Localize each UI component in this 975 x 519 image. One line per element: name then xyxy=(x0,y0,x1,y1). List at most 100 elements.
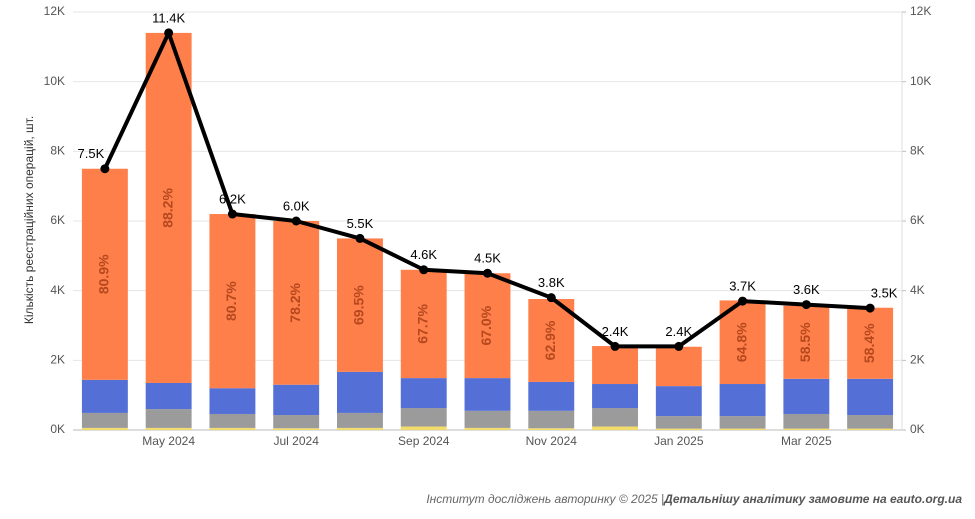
bar-segment xyxy=(655,428,702,430)
bar-segment xyxy=(464,410,511,428)
bar-segment xyxy=(847,378,894,416)
bar-segment xyxy=(655,416,702,429)
total-label: 2.4K xyxy=(665,324,692,339)
footer-source: Інститут досліджень авторинку © 2025 | xyxy=(426,492,664,506)
percent-label: 58.5% xyxy=(797,322,813,362)
total-label: 6.2K xyxy=(219,191,246,206)
bar-segment xyxy=(337,412,383,428)
footer-cta: Детальнішу аналітику замовите на eauto.o… xyxy=(663,492,962,506)
bar-segment xyxy=(273,384,320,416)
bar-segment xyxy=(81,427,128,430)
bar-segment xyxy=(400,378,447,409)
total-label: 7.5K xyxy=(78,146,105,161)
percent-label: 80.7% xyxy=(223,281,239,321)
bar-segment xyxy=(209,427,256,430)
bar-segment xyxy=(719,416,766,429)
y2-tick-label: 8K xyxy=(910,144,925,158)
bar-segment xyxy=(783,413,830,429)
bar-segment xyxy=(337,371,383,413)
bar-segment xyxy=(783,428,830,430)
x-tick-label: Sep 2024 xyxy=(398,434,450,448)
total-label: 3.7K xyxy=(729,279,756,294)
y-tick-label: 6K xyxy=(50,213,65,227)
bar-segment xyxy=(81,379,128,413)
total-point xyxy=(227,209,237,219)
bar-segment xyxy=(273,428,320,430)
bar-segment xyxy=(145,382,192,410)
y-tick-label: 8K xyxy=(50,144,65,158)
bar-segment xyxy=(592,408,638,427)
y2-tick-label: 12K xyxy=(910,4,931,18)
total-label: 6.0K xyxy=(283,198,310,213)
bar-segment xyxy=(145,409,192,428)
percent-label: 78.2% xyxy=(287,282,303,322)
x-tick-label: Jan 2025 xyxy=(654,434,704,448)
total-label: 3.6K xyxy=(793,282,820,297)
percent-label: 67.0% xyxy=(478,305,494,345)
percent-label: 64.8% xyxy=(733,322,749,362)
bar-segment xyxy=(783,305,830,379)
bar-segment xyxy=(592,346,638,385)
total-point xyxy=(801,300,811,310)
bar-segment xyxy=(528,428,575,430)
bar-segment xyxy=(783,378,830,414)
y-axis-label: Кількість реєстраційних операцій, шт. xyxy=(22,116,36,324)
total-point xyxy=(355,233,365,243)
bar-segment xyxy=(209,214,256,389)
bar-segment xyxy=(847,307,894,379)
x-tick-label: Jul 2024 xyxy=(274,434,320,448)
total-point xyxy=(291,216,301,226)
bar-segment xyxy=(273,415,320,429)
bar-segment xyxy=(719,428,766,430)
bar-segment xyxy=(592,426,638,430)
percent-label: 58.4% xyxy=(861,323,877,363)
bar-segment xyxy=(273,221,320,385)
x-tick-label: Mar 2025 xyxy=(781,434,832,448)
bar-segment xyxy=(81,168,128,380)
total-label: 2.4K xyxy=(602,324,629,339)
y-tick-label: 10K xyxy=(44,74,65,88)
bar-segment xyxy=(464,378,511,411)
total-label: 3.8K xyxy=(538,275,565,290)
y2-tick-label: 10K xyxy=(910,74,931,88)
total-point xyxy=(419,265,429,275)
bar-segment xyxy=(528,381,575,411)
y-tick-label: 12K xyxy=(44,4,65,18)
bar-segment xyxy=(528,299,575,382)
bar-segment xyxy=(209,413,256,428)
percent-label: 80.9% xyxy=(96,254,112,294)
percent-label: 88.2% xyxy=(159,188,175,228)
y-tick-label: 2K xyxy=(50,353,65,367)
bar-segment xyxy=(400,426,447,430)
x-tick-label: May 2024 xyxy=(142,434,195,448)
bar-segment xyxy=(145,32,192,383)
bar-segment xyxy=(655,386,702,417)
x-tick-label: Nov 2024 xyxy=(526,434,578,448)
bar-segment xyxy=(592,384,638,409)
bar-segment xyxy=(400,408,447,427)
total-label: 5.5K xyxy=(347,216,374,231)
bar-segment xyxy=(464,273,511,379)
bar-segment xyxy=(847,428,894,430)
percent-label: 69.5% xyxy=(351,285,367,325)
y2-tick-label: 0K xyxy=(910,422,925,436)
total-point xyxy=(546,293,556,303)
y2-tick-label: 4K xyxy=(910,283,925,297)
bar-segment xyxy=(719,384,766,417)
bar-segment xyxy=(400,269,447,379)
percent-label: 67.7% xyxy=(414,304,430,344)
total-point xyxy=(610,341,620,351)
total-point xyxy=(865,303,875,313)
bar-segment xyxy=(655,346,702,387)
y2-tick-label: 2K xyxy=(910,353,925,367)
bar-segment xyxy=(145,427,192,430)
bar-segment xyxy=(528,410,575,429)
y-tick-label: 4K xyxy=(50,283,65,297)
bar-segment xyxy=(81,412,128,428)
percent-label: 62.9% xyxy=(542,320,558,360)
y2-tick-label: 6K xyxy=(910,213,925,227)
total-point xyxy=(100,164,110,174)
total-point xyxy=(483,268,492,278)
bar-segment xyxy=(464,427,511,430)
